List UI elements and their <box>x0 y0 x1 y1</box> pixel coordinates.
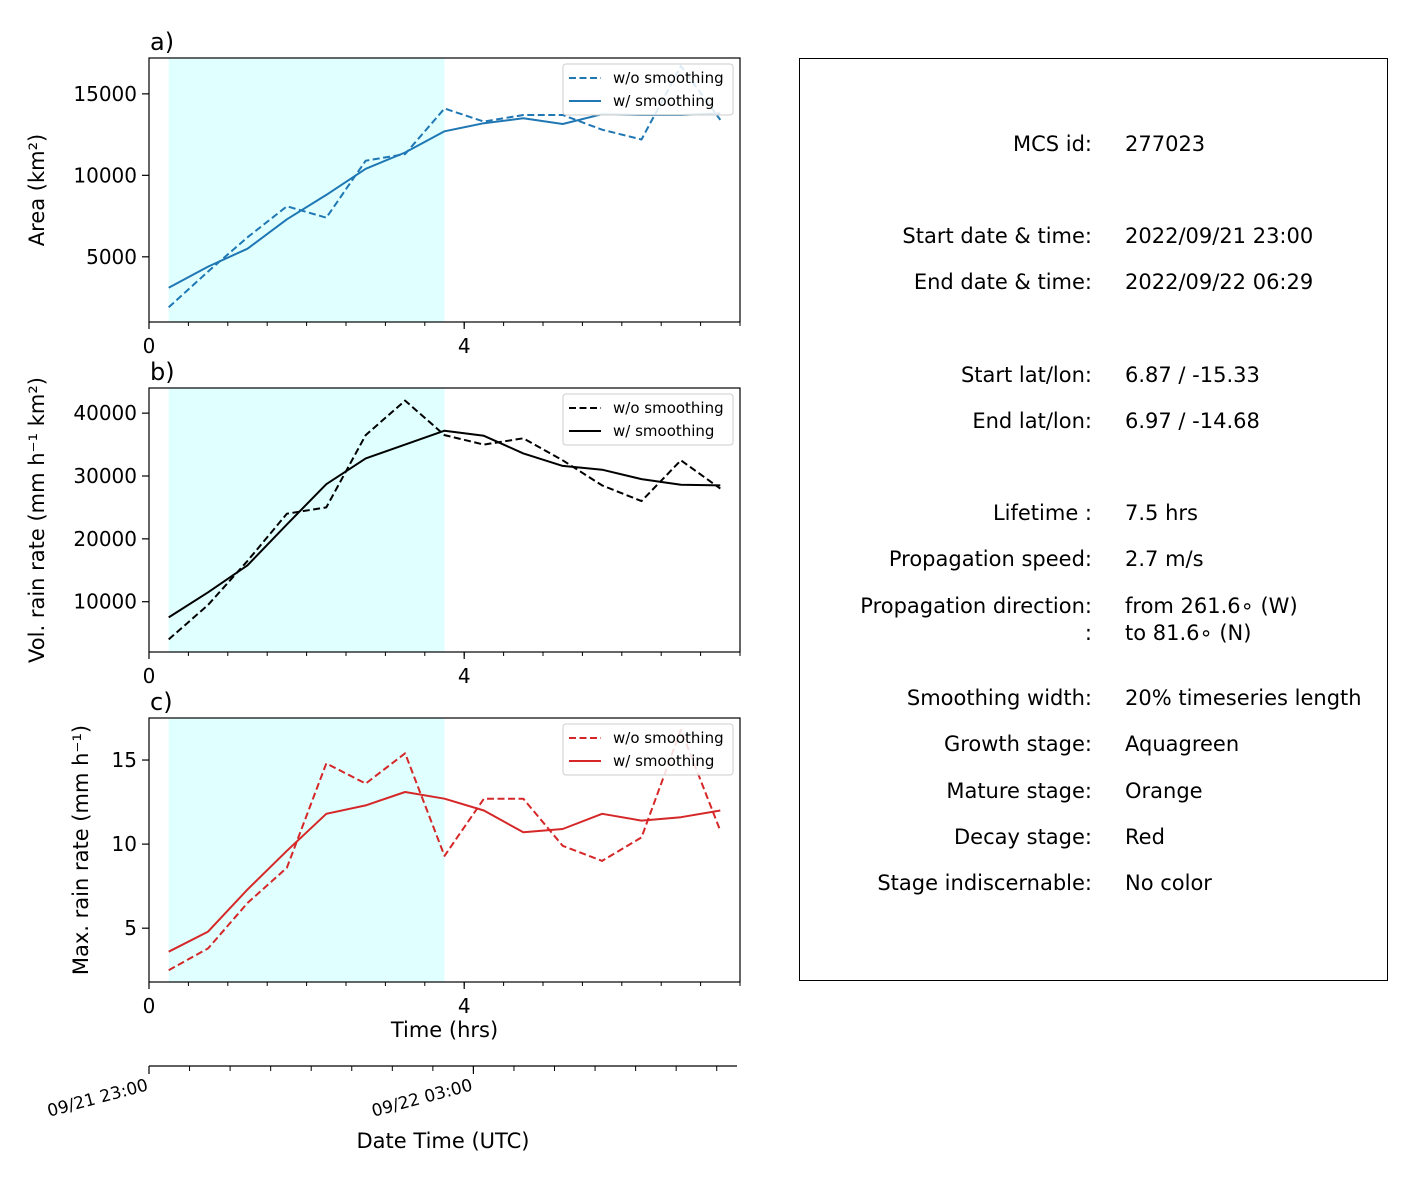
info-value: Aquagreen <box>1125 732 1240 756</box>
legend-entry: w/o smoothing <box>613 69 724 87</box>
info-key: Start date & time: <box>902 224 1092 248</box>
y-axis-label: Area (km²) <box>25 134 49 246</box>
mcs-info-panel: MCS id: 277023 Start date & time: 2022/09/2… <box>799 58 1388 981</box>
series-line-without-smoothing <box>168 728 722 972</box>
series-line-with-smoothing <box>168 429 721 619</box>
info-value: 6.97 / -14.68 <box>1125 409 1260 433</box>
info-key: Growth stage: <box>943 732 1092 756</box>
x-tick-label: 4 <box>458 664 471 688</box>
panel-label: c) <box>150 688 173 716</box>
info-key: Lifetime : <box>992 501 1092 525</box>
x-tick-label: 4 <box>458 334 471 358</box>
growth-stage-shading <box>168 388 445 652</box>
axes-frame <box>148 717 741 983</box>
info-value: from 261.6∘ (W) <box>1125 594 1298 618</box>
info-value: Orange <box>1125 779 1203 803</box>
info-value: 6.87 / -15.33 <box>1125 363 1260 387</box>
info-value: 2022/09/22 06:29 <box>1125 270 1314 294</box>
panel-label: a) <box>150 28 174 56</box>
growth-stage-shading <box>168 718 445 982</box>
series-line-without-smoothing <box>168 399 721 641</box>
legend-entry: w/o smoothing <box>613 729 724 747</box>
legend: w/o smoothing w/ smoothing <box>562 63 734 116</box>
axes-frame <box>148 57 741 323</box>
panel-label: b) <box>150 358 175 386</box>
legend-box <box>562 63 734 116</box>
legend-entry: w/ smoothing <box>613 422 714 440</box>
y-tick-label: 10 <box>112 832 137 856</box>
info-value: 2.7 m/s <box>1125 547 1204 571</box>
y-axis-label: Max. rain rate (mm h⁻¹) <box>69 725 93 975</box>
legend-entry: w/ smoothing <box>613 752 714 770</box>
info-key: MCS id: <box>1012 132 1092 156</box>
info-key: Start lat/lon: <box>960 363 1092 387</box>
info-key: : <box>1084 621 1092 645</box>
y-tick-label: 15000 <box>73 82 137 106</box>
y-tick-label: 15 <box>112 748 137 772</box>
info-value: Red <box>1125 825 1165 849</box>
date-tick-label: 09/22 03:00 <box>370 1076 475 1122</box>
x-tick-label: 4 <box>458 994 471 1018</box>
date-axis: 09/21 23:00 09/22 03:00 Date Time (UTC) <box>45 1065 737 1153</box>
y-tick-label: 40000 <box>73 401 137 425</box>
y-tick-label: 10000 <box>73 590 137 614</box>
info-key: End lat/lon: <box>972 409 1092 433</box>
y-tick-label: 5000 <box>86 245 137 269</box>
legend-box <box>562 723 734 776</box>
x-tick-label: 0 <box>143 994 156 1018</box>
growth-stage-shading <box>168 58 445 322</box>
info-value: 277023 <box>1125 132 1206 156</box>
series-line-with-smoothing <box>168 791 721 953</box>
axes-frame <box>148 387 741 653</box>
y-axis-label: Vol. rain rate (mm h⁻¹ km²) <box>25 377 49 663</box>
info-key: Mature stage: <box>946 779 1092 803</box>
legend-entry: w/ smoothing <box>613 92 714 110</box>
info-key: Stage indiscernable: <box>877 871 1092 895</box>
panel-b: 0 4 10000 20000 30000 40000 b) Vol. rain rate (… <box>25 358 741 688</box>
date-axis-label: Date Time (UTC) <box>357 1129 530 1153</box>
legend: w/o smoothing w/ smoothing <box>562 393 734 446</box>
x-tick-label: 0 <box>143 334 156 358</box>
y-tick-label: 5 <box>124 916 137 940</box>
x-axis-label: Time (hrs) <box>390 1018 498 1042</box>
info-value: to 81.6∘ (N) <box>1125 621 1252 645</box>
info-key: Smoothing width: <box>906 686 1092 710</box>
panel-c: 0 4 5 10 15 c) Max. rain rate (mm h⁻¹) Time (hr… <box>69 688 741 1042</box>
panel-a: 0 4 5000 10000 15000 a) Area (km²) w/o smoothin… <box>25 28 741 358</box>
info-key: Propagation speed: <box>888 547 1092 571</box>
series-line-without-smoothing <box>168 65 722 309</box>
y-tick-label: 10000 <box>73 163 137 187</box>
info-value: 20% timeseries length <box>1125 686 1362 710</box>
legend: w/o smoothing w/ smoothing <box>562 723 734 776</box>
info-value: 7.5 hrs <box>1125 501 1198 525</box>
info-value: 2022/09/21 23:00 <box>1125 224 1314 248</box>
info-key: Decay stage: <box>954 825 1092 849</box>
y-tick-label: 30000 <box>73 464 137 488</box>
info-key: End date & time: <box>913 270 1092 294</box>
date-tick-label: 09/21 23:00 <box>45 1076 150 1122</box>
info-key: Propagation direction: <box>860 594 1092 618</box>
y-tick-label: 20000 <box>73 527 137 551</box>
legend-entry: w/o smoothing <box>613 399 724 417</box>
info-value: No color <box>1125 871 1212 895</box>
legend-box <box>562 393 734 446</box>
x-tick-label: 0 <box>143 664 156 688</box>
